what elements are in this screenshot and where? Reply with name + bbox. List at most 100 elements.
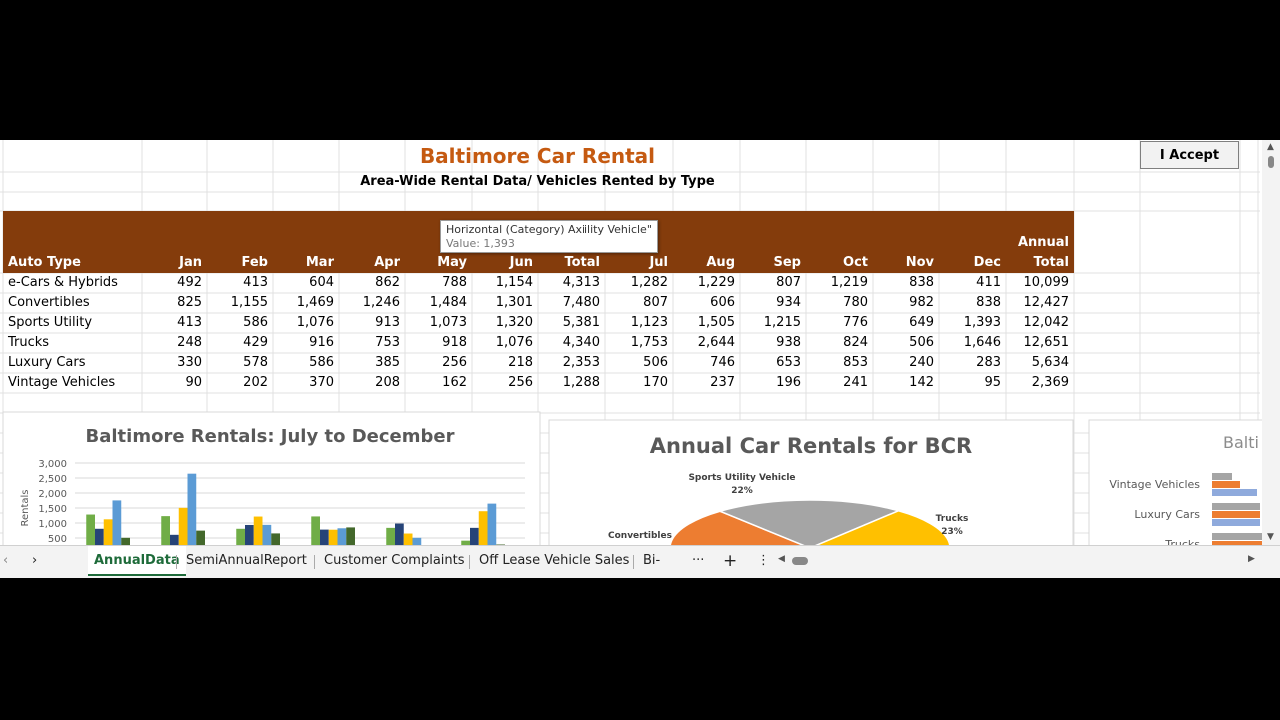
table-cell: 1,076 <box>495 335 533 350</box>
row-label: Sports Utility Vehicle <box>8 315 93 330</box>
table-cell: 1,288 <box>562 375 600 390</box>
table-cell: 7,480 <box>562 295 600 310</box>
table-cell: 2,353 <box>562 355 600 370</box>
table-cell: 1,154 <box>495 275 533 290</box>
table-cell: 283 <box>976 355 1001 370</box>
table-cell: 413 <box>243 275 268 290</box>
tab-menu[interactable]: ⋮ <box>757 553 770 568</box>
column-header: Annual Total <box>1017 235 1069 270</box>
table-cell: 1,229 <box>697 275 735 290</box>
table-cell: 202 <box>243 375 268 390</box>
table-cell: 913 <box>375 315 400 330</box>
row-label: Vintage Vehicles <box>8 375 116 390</box>
column-header: Dec <box>973 255 1001 270</box>
table-cell: 604 <box>309 275 334 290</box>
table-cell: 1,155 <box>230 295 268 310</box>
table-cell: 824 <box>843 335 868 350</box>
sheet-tab[interactable]: SemiAnnualReport <box>186 553 307 568</box>
tooltip-title: Horizontal (Category) Axis <box>446 223 591 236</box>
add-sheet[interactable]: + <box>723 551 738 571</box>
tooltip: Horizontal (Category) Axis ility Vehicle… <box>440 220 658 253</box>
table-cell: 506 <box>909 335 934 350</box>
sheet-tabs: ‹ › AnnualData SemiAnnualReport Customer C… <box>0 545 1280 578</box>
table-cell: 12,651 <box>1023 335 1070 350</box>
table-cell: 12,427 <box>1023 295 1070 310</box>
tab-separator <box>469 555 470 569</box>
table-cell: 1,073 <box>429 315 467 330</box>
table-cell: 653 <box>776 355 801 370</box>
table-cell: 5,381 <box>562 315 600 330</box>
table-cell: 248 <box>177 335 202 350</box>
column-header: Feb <box>241 255 268 270</box>
sheet-tab[interactable]: Customer Complaints <box>324 553 465 568</box>
accept-button[interactable]: I Accept <box>1140 141 1239 169</box>
column-header: Jun <box>509 255 533 270</box>
table-cell: 578 <box>243 355 268 370</box>
table-cell: 586 <box>309 355 334 370</box>
table-cell: 142 <box>909 375 934 390</box>
worksheet: Baltimore Car Rental Area-Wide Rental Da… <box>0 140 1280 545</box>
table-cell: 776 <box>843 315 868 330</box>
row-label: e-Cars & Hybrids <box>8 275 118 290</box>
table-cell: 1,469 <box>296 295 334 310</box>
table-cell: 240 <box>909 355 934 370</box>
table-cell: 838 <box>976 295 1001 310</box>
table-cell: 237 <box>710 375 735 390</box>
table-cell: 838 <box>909 275 934 290</box>
table-cell: 2,644 <box>697 335 735 350</box>
table-cell: 241 <box>843 375 868 390</box>
column-header: Total <box>564 255 600 270</box>
more-tabs[interactable]: ··· <box>692 553 705 568</box>
table-cell: 208 <box>375 375 400 390</box>
vertical-scrollbar[interactable]: ▲ ▼ <box>1262 140 1280 545</box>
table-cell: 1,219 <box>830 275 868 290</box>
row-label: Trucks <box>8 335 50 350</box>
table-cell: 411 <box>976 275 1001 290</box>
table-cell: 2,369 <box>1031 375 1069 390</box>
table-cell: 1,484 <box>429 295 467 310</box>
table-cell: 385 <box>375 355 400 370</box>
table-cell: 1,123 <box>630 315 668 330</box>
table-cell: 780 <box>843 295 868 310</box>
table-cell: 825 <box>177 295 202 310</box>
column-header: Jul <box>649 255 668 270</box>
table-cell: 1,753 <box>630 335 668 350</box>
table-cell: 506 <box>643 355 668 370</box>
table-cell: 753 <box>375 335 400 350</box>
table-cell: 492 <box>177 275 202 290</box>
table-cell: 1,215 <box>763 315 801 330</box>
table-cell: 4,313 <box>562 275 600 290</box>
sheet-tab[interactable]: Bi-Ann <box>643 553 661 568</box>
column-header: Mar <box>305 255 334 270</box>
sheet-tab[interactable]: Off Lease Vehicle Sales <box>479 553 630 568</box>
table-cell: 330 <box>177 355 202 370</box>
table-cell: 853 <box>843 355 868 370</box>
table-cell: 370 <box>309 375 334 390</box>
column-header: Sep <box>773 255 802 270</box>
column-header: Auto Type <box>8 255 81 270</box>
column-header: Jan <box>179 255 202 270</box>
tooltip-fragment: ility Vehicle" <box>584 223 652 236</box>
column-header: Aug <box>706 255 735 270</box>
next-sheet[interactable]: › <box>32 553 38 568</box>
table-cell: 1,301 <box>495 295 533 310</box>
table-cell: 1,646 <box>963 335 1001 350</box>
table-cell: 1,393 <box>963 315 1001 330</box>
table-cell: 862 <box>375 275 400 290</box>
table-cell: 788 <box>442 275 467 290</box>
table-cell: 982 <box>909 295 934 310</box>
table-cell: 90 <box>185 375 202 390</box>
table-cell: 1,282 <box>630 275 668 290</box>
table-cell: 807 <box>776 275 801 290</box>
table-cell: 196 <box>776 375 801 390</box>
prev-sheet[interactable]: ‹ <box>3 553 9 568</box>
table-cell: 218 <box>508 355 533 370</box>
horizontal-scrollbar[interactable]: ◀ ▶ <box>778 554 1255 565</box>
table-cell: 95 <box>984 375 1001 390</box>
table-cell: 746 <box>710 355 735 370</box>
sheet-tab[interactable]: AnnualData <box>88 546 186 576</box>
tab-separator <box>633 555 634 569</box>
table-cell: 5,634 <box>1031 355 1069 370</box>
column-header: Nov <box>905 255 934 270</box>
